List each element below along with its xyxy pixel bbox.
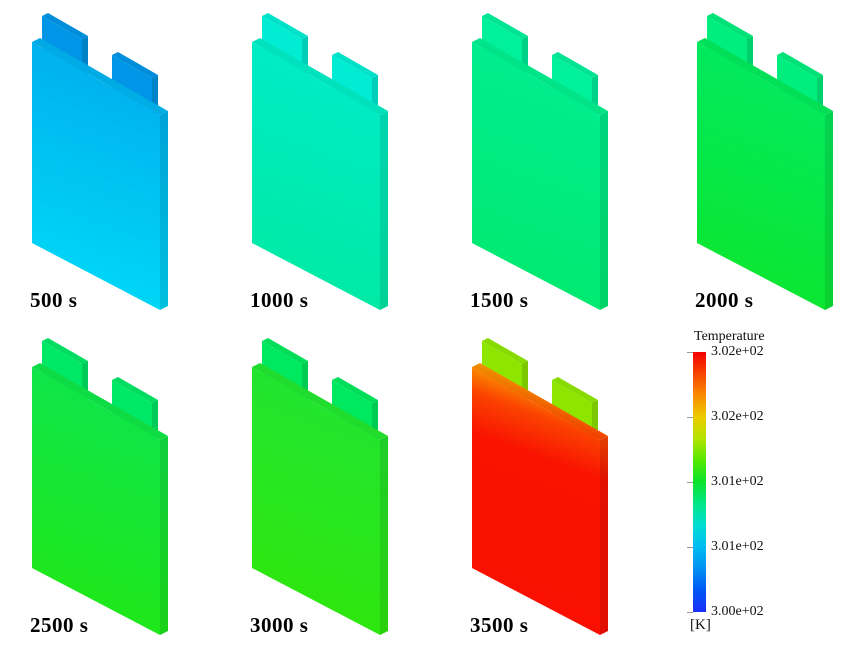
colorbar-gradient <box>693 352 706 612</box>
cell-tab-right-side-face <box>372 75 378 123</box>
colorbar-tick <box>687 482 693 483</box>
cell-snapshot: 2500 s <box>22 333 202 652</box>
colorbar-tick-label: 3.00e+02 <box>711 604 764 619</box>
cell-time-label: 2000 s <box>695 288 754 312</box>
colorbar-tick <box>687 417 693 418</box>
cell-tab-right-side-face <box>817 75 823 123</box>
cell-snapshot: 1000 s <box>242 8 422 328</box>
cell-tab-right-side-face <box>372 400 378 448</box>
cell-tab-left-side-face <box>82 36 88 84</box>
colorbar-tick-label: 3.01e+02 <box>711 474 764 489</box>
cell-tab-left-side-face <box>522 36 528 84</box>
cell-body-side-face <box>600 436 608 635</box>
cell-body-side-face <box>160 436 168 635</box>
cell-time-label: 3000 s <box>250 613 309 637</box>
legend-title: Temperature <box>694 329 765 344</box>
cell-time-label: 3500 s <box>470 613 529 637</box>
cell-time-label: 500 s <box>30 288 78 312</box>
colorbar-ticks: 3.02e+02 3.02e+02 3.01e+02 3.01e+02 3.00e+02 <box>640 344 860 619</box>
cell-tab-left-side-face <box>522 361 528 409</box>
cell-body-side-face <box>380 111 388 310</box>
cell-time-label: 1000 s <box>250 288 309 312</box>
cell-tab-left-side-face <box>82 361 88 409</box>
cell-tab-right-side-face <box>592 75 598 123</box>
cell-body-front-face <box>697 42 825 310</box>
colorbar-tick <box>687 547 693 548</box>
cell-tab-right-side-face <box>152 400 158 448</box>
cell-snapshot: 1500 s <box>462 8 642 328</box>
colorbar-tick-label: 3.02e+02 <box>711 344 764 359</box>
cell-snapshot: 2000 s <box>687 8 865 328</box>
cell-snapshot: 500 s <box>22 8 202 328</box>
cell-tab-left-side-face <box>302 361 308 409</box>
cell-tab-right-side-face <box>592 400 598 448</box>
cell-body-side-face <box>380 436 388 635</box>
legend-unit: [K] <box>690 617 711 633</box>
cell-snapshot: 3000 s <box>242 333 422 652</box>
cell-time-label: 2500 s <box>30 613 89 637</box>
colorbar-tick <box>687 352 693 353</box>
cell-tab-right-side-face <box>152 75 158 123</box>
colorbar-tick <box>687 612 693 613</box>
cell-body-side-face <box>825 111 833 310</box>
temperature-legend: Temperature 3.02e+02 3.02e+02 3.01e+02 3.01… <box>640 325 860 645</box>
colorbar-tick-label: 3.02e+02 <box>711 409 764 424</box>
cell-body-side-face <box>600 111 608 310</box>
cell-tab-left-side-face <box>747 36 753 84</box>
cell-tab-left-side-face <box>302 36 308 84</box>
cell-time-label: 1500 s <box>470 288 529 312</box>
cell-snapshot: 3500 s <box>462 333 642 652</box>
colorbar-tick-label: 3.01e+02 <box>711 539 764 554</box>
cell-body-side-face <box>160 111 168 310</box>
